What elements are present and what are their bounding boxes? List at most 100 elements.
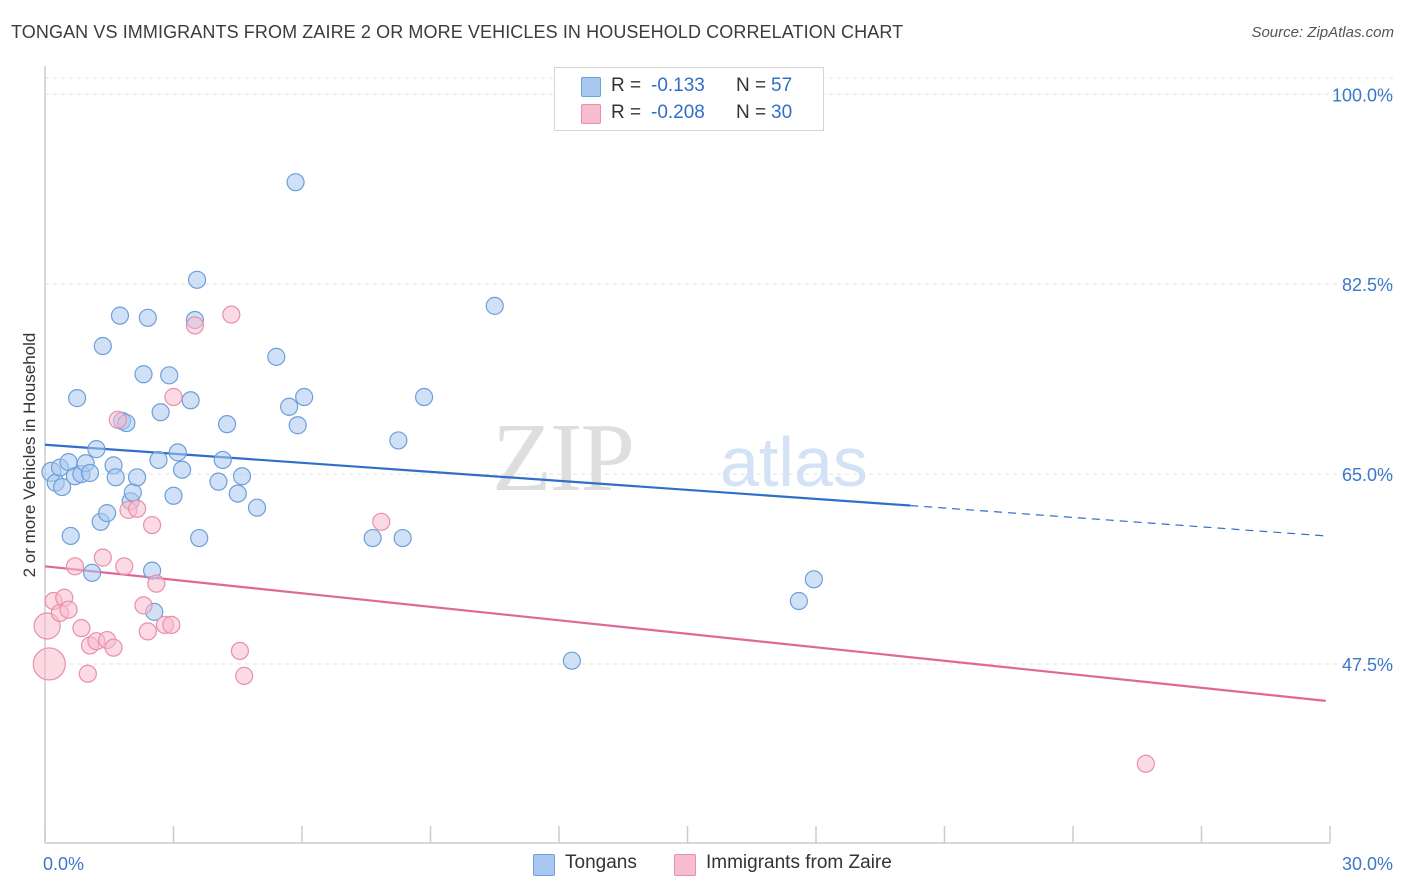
data-point	[230, 641, 249, 661]
data-point	[134, 365, 153, 384]
series-tongans	[41, 173, 823, 670]
gridlines	[45, 77, 1394, 665]
data-point	[123, 483, 142, 502]
data-point	[65, 557, 85, 576]
data-point	[83, 563, 102, 582]
data-point	[80, 463, 100, 483]
series-swatch-zaire	[674, 854, 696, 876]
legend-n-value: 30	[771, 102, 793, 123]
data-point	[804, 570, 823, 589]
data-point	[187, 270, 207, 289]
data-point	[53, 477, 72, 497]
data-point	[61, 526, 80, 546]
series-swatch-tongans	[533, 854, 555, 876]
y-tick-label: 65.0%	[1342, 465, 1393, 485]
x-tick-label-max: 30.0%	[1342, 854, 1393, 874]
legend-n-value: 57	[771, 75, 793, 96]
data-point	[149, 450, 168, 470]
data-point	[280, 397, 299, 416]
data-point	[267, 347, 286, 366]
data-point	[108, 410, 127, 429]
data-point	[181, 391, 200, 410]
y-tick-label: 100.0%	[1332, 85, 1393, 105]
legend-swatch-zaire	[581, 104, 601, 124]
data-point	[235, 666, 254, 685]
data-point	[151, 403, 170, 422]
data-point	[372, 512, 391, 531]
x-tick-label-min: 0.0%	[43, 854, 84, 874]
data-point	[32, 647, 66, 681]
y-tick-label: 82.5%	[1342, 275, 1393, 295]
y-axis-label: 2 or more Vehicles in Household	[20, 333, 39, 578]
source-label: Source: ZipAtlas.com	[1251, 24, 1394, 41]
data-point	[162, 615, 181, 634]
legend-r-value: -0.133	[651, 75, 705, 96]
data-point	[59, 600, 78, 619]
data-point	[295, 387, 314, 407]
data-points	[32, 173, 1155, 773]
legend-n-label: N =	[736, 102, 767, 123]
data-point	[106, 468, 125, 487]
data-point	[68, 389, 87, 408]
legend-r-label: R =	[611, 75, 642, 96]
data-point	[232, 467, 252, 486]
trend-lines	[44, 443, 1326, 702]
data-point	[93, 548, 112, 567]
data-point	[228, 484, 247, 503]
data-point	[213, 450, 232, 470]
legend-n-label: N =	[736, 75, 767, 96]
data-point	[247, 498, 267, 517]
data-point	[115, 557, 134, 576]
data-point	[217, 415, 237, 434]
data-point	[142, 515, 162, 535]
legend-r-value: -0.208	[651, 102, 705, 123]
data-point	[87, 440, 106, 459]
data-point	[147, 574, 166, 593]
data-point	[127, 499, 147, 518]
data-point	[110, 306, 130, 325]
trend-line-dashed-0	[910, 504, 1326, 537]
tick-labels: 47.5% 65.0% 82.5% 100.0% 0.0% 30.0%	[43, 85, 1393, 874]
data-point	[93, 336, 112, 356]
legend-swatch-tongans	[581, 77, 601, 97]
data-point	[78, 664, 97, 683]
data-point	[134, 596, 153, 615]
data-point	[98, 504, 117, 523]
axes	[44, 66, 1331, 844]
data-point	[393, 528, 412, 548]
trend-line-1	[44, 565, 1326, 702]
data-point	[562, 651, 581, 670]
data-point	[72, 619, 91, 638]
legend-r-label: R =	[611, 102, 642, 123]
data-point	[485, 296, 504, 315]
data-point	[414, 387, 434, 407]
data-point	[789, 591, 808, 611]
data-point	[286, 173, 305, 192]
series-label-zaire: Immigrants from Zaire	[706, 852, 892, 873]
data-point	[104, 638, 123, 657]
data-point	[164, 387, 183, 407]
data-point	[288, 416, 307, 435]
data-point	[172, 460, 192, 479]
series-label-tongans: Tongans	[565, 852, 637, 873]
data-point	[185, 316, 205, 335]
data-point	[164, 486, 183, 505]
watermark-zip: ZIP	[492, 404, 633, 512]
data-point	[138, 622, 157, 641]
series-zaire	[32, 305, 1155, 773]
stats-legend: R = -0.133 N = 57 R = -0.208 N = 30	[554, 67, 824, 131]
data-point	[209, 472, 228, 491]
trend-line-0	[44, 443, 911, 507]
data-point	[138, 308, 157, 327]
data-point	[222, 305, 241, 324]
data-point	[363, 528, 382, 548]
data-point	[389, 431, 408, 450]
data-point	[160, 366, 179, 385]
y-tick-label: 47.5%	[1342, 655, 1393, 675]
data-point	[1136, 754, 1155, 773]
watermark: ZIP atlas	[492, 404, 868, 512]
chart-title: TONGAN VS IMMIGRANTS FROM ZAIRE 2 OR MOR…	[11, 22, 904, 42]
data-point	[127, 468, 147, 487]
data-point	[168, 443, 187, 462]
data-point	[33, 612, 61, 640]
